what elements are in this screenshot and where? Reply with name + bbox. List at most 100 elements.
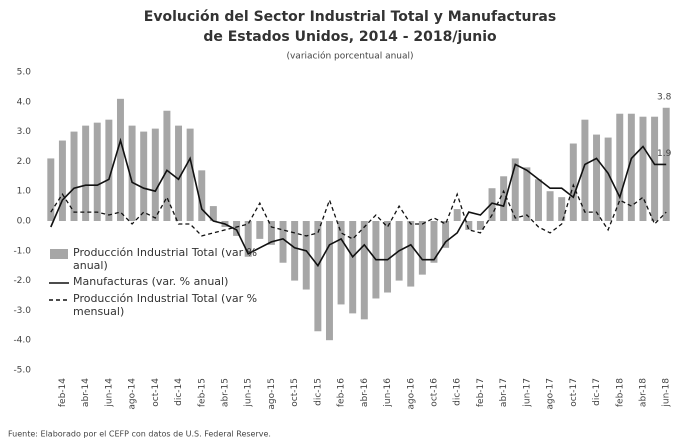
chart-subtitle: (variación porcentual anual) <box>286 51 413 62</box>
x-tick-label: ago-15 <box>267 378 277 410</box>
y-tick-label: -5.0 <box>13 366 31 376</box>
x-tick-label: jun-18 <box>662 378 672 408</box>
x-tick-label: feb-16 <box>337 378 347 407</box>
line-series <box>50 183 667 240</box>
legend-label: Producción Industrial Total (var % anual… <box>73 246 258 272</box>
bar <box>267 221 275 245</box>
bar <box>128 125 136 221</box>
bar <box>465 221 473 230</box>
legend-item: Manufacturas (var. % anual) <box>48 275 278 289</box>
x-tick-label: abr-17 <box>499 378 509 407</box>
legend-label: Manufacturas (var. % anual) <box>73 275 229 288</box>
legend-item: Producción Industrial Total (var % mensu… <box>48 292 278 318</box>
x-tick-label: abr-15 <box>220 378 230 407</box>
y-tick-label: 1.0 <box>17 187 32 197</box>
bar <box>593 134 601 221</box>
bar <box>639 116 647 221</box>
data-label: 1.9 <box>657 149 672 159</box>
bar <box>604 137 612 221</box>
bar <box>523 167 531 221</box>
bar <box>302 221 310 290</box>
bar <box>430 221 438 263</box>
bar <box>93 122 101 221</box>
y-tick-label: -4.0 <box>13 336 31 346</box>
x-tick-label: ago-16 <box>406 378 416 410</box>
legend-swatch <box>50 249 68 259</box>
x-tick-label: oct-14 <box>151 378 161 407</box>
x-tick-label: feb-17 <box>476 378 486 407</box>
bar <box>349 221 357 314</box>
x-tick-label: oct-15 <box>290 378 300 407</box>
x-tick-label: abr-14 <box>81 378 91 407</box>
legend-swatch <box>49 282 69 284</box>
bar <box>82 125 90 221</box>
bar <box>116 98 124 221</box>
bar <box>47 158 55 221</box>
bar <box>651 116 659 221</box>
x-tick-label: ago-17 <box>546 378 556 410</box>
bar <box>476 221 484 230</box>
bar <box>233 221 241 236</box>
legend-swatch <box>49 299 69 301</box>
y-tick-label: -2.0 <box>13 276 31 286</box>
y-tick-label: 3.0 <box>17 127 32 137</box>
bar <box>70 131 78 221</box>
bar <box>511 158 519 221</box>
bar <box>325 221 333 341</box>
bar <box>442 221 450 248</box>
x-tick-label: dic-15 <box>313 378 323 406</box>
bar <box>581 119 589 221</box>
bar <box>279 221 287 263</box>
bar <box>151 128 159 221</box>
x-tick-label: abr-16 <box>360 378 370 407</box>
legend-item: Producción Industrial Total (var % anual… <box>48 246 278 272</box>
bar <box>546 191 554 221</box>
bar <box>140 131 148 221</box>
bar <box>256 221 264 239</box>
source-note: Fuente: Elaborado por el CEFP con datos … <box>8 430 271 439</box>
bar <box>488 188 496 221</box>
x-tick-label: dic-14 <box>174 378 184 406</box>
bar <box>360 221 368 320</box>
bar <box>569 143 577 221</box>
bar <box>186 128 194 221</box>
bar <box>105 119 113 221</box>
bar <box>500 176 508 221</box>
bar <box>407 221 415 287</box>
bar <box>616 113 624 221</box>
x-tick-label: jun-17 <box>522 378 532 408</box>
bar <box>291 221 299 281</box>
bar <box>534 179 542 221</box>
x-tick-label: dic-17 <box>592 378 602 406</box>
bar <box>163 110 171 221</box>
bar <box>198 170 206 221</box>
y-tick-label: 2.0 <box>17 157 32 167</box>
x-tick-label: jun-15 <box>244 378 254 408</box>
x-tick-label: oct-16 <box>429 378 439 407</box>
bar <box>209 206 217 221</box>
x-tick-label: jun-16 <box>383 378 393 408</box>
x-tick-label: feb-14 <box>58 378 68 407</box>
bar <box>244 221 252 257</box>
y-tick-label: 4.0 <box>17 97 32 107</box>
line-series <box>50 137 667 268</box>
chart-title: de Estados Unidos, 2014 - 2018/junio <box>203 29 497 45</box>
y-tick-label: -1.0 <box>13 246 31 256</box>
x-tick-label: jun-14 <box>104 378 114 408</box>
bar <box>418 221 426 275</box>
y-tick-label: 0.0 <box>17 217 32 227</box>
x-tick-label: dic-16 <box>453 378 463 406</box>
chart-title: Evolución del Sector Industrial Total y … <box>144 9 556 25</box>
legend: Producción Industrial Total (var % anual… <box>48 246 278 321</box>
bar <box>58 140 66 221</box>
bar <box>384 221 392 293</box>
bar <box>337 221 345 305</box>
y-tick-label: 5.0 <box>17 68 32 78</box>
x-tick-label: feb-15 <box>197 378 207 407</box>
bar <box>175 125 183 221</box>
x-tick-label: abr-18 <box>638 378 648 407</box>
x-tick-label: oct-17 <box>569 378 579 407</box>
bar <box>314 221 322 332</box>
